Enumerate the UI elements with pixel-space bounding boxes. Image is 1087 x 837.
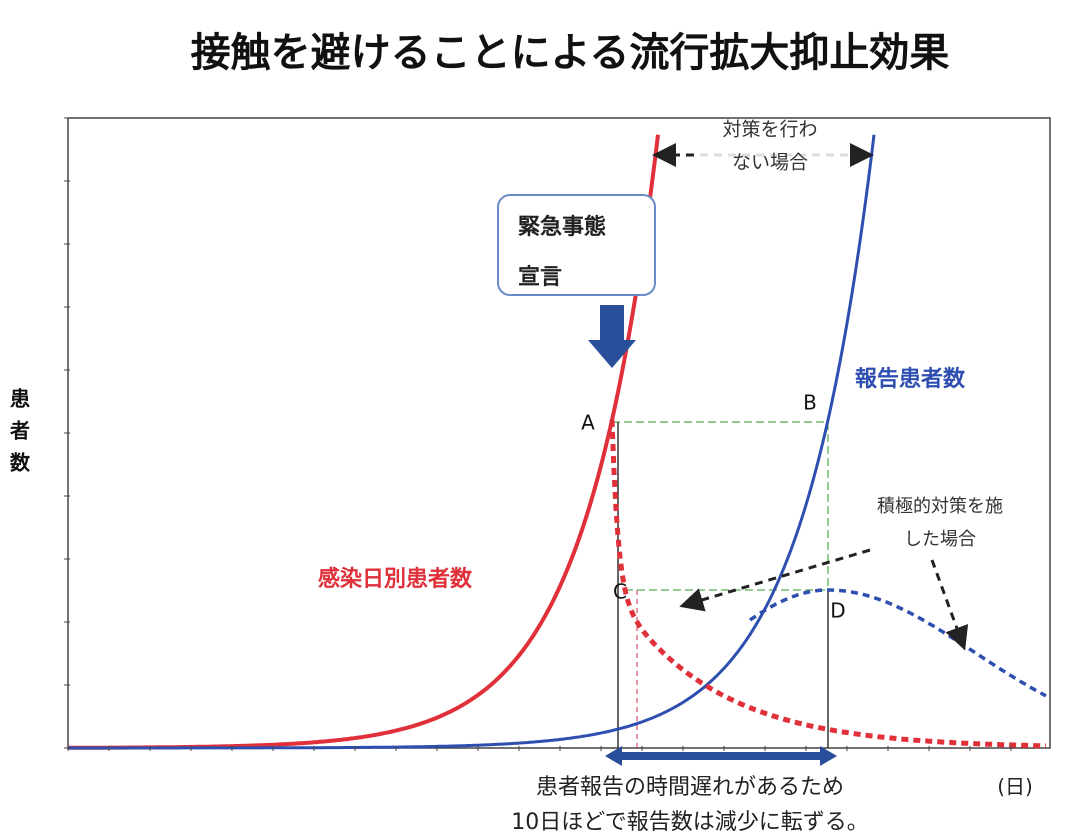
reported-label: 報告患者数 [855,366,966,392]
measures-label: 積極的対策を施 [877,496,1003,517]
no-measures-label: 対策を行わ [722,119,817,141]
point-label: A [581,411,595,435]
point-label: C [613,580,627,604]
title: 接触を避けることによる流行拡大抑止効果 [191,30,950,76]
label-bg [700,120,850,178]
x-axis-unit: (日) [997,775,1033,799]
caption: 10日ほどで報告数は減少に転ずる。 [511,810,869,835]
no-measures-label: ない場合 [732,152,808,174]
infection-label: 感染日別患者数 [318,566,473,592]
down-arrow [588,305,636,368]
reported-curve-measures [748,588,1047,698]
emergency-label: 緊急事態 [518,214,606,240]
y-axis-label-char: 患 [10,387,30,411]
point-label: B [803,391,817,415]
reported-curve [68,134,876,750]
emergency-label: 宣言 [518,265,562,290]
pointer-arrow [930,559,969,651]
caption: 患者報告の時間遅れがあるため [536,775,844,800]
y-axis-label-char: 者 [9,419,30,443]
measures-label: した場合 [904,529,976,550]
emergency-box [497,194,656,296]
infection-curve-measures [609,419,1046,749]
point-label: D [830,599,845,623]
y-axis-label: 患者数 [9,387,31,475]
pointer-arrow [679,548,871,612]
y-axis-label-char: 数 [10,451,31,475]
